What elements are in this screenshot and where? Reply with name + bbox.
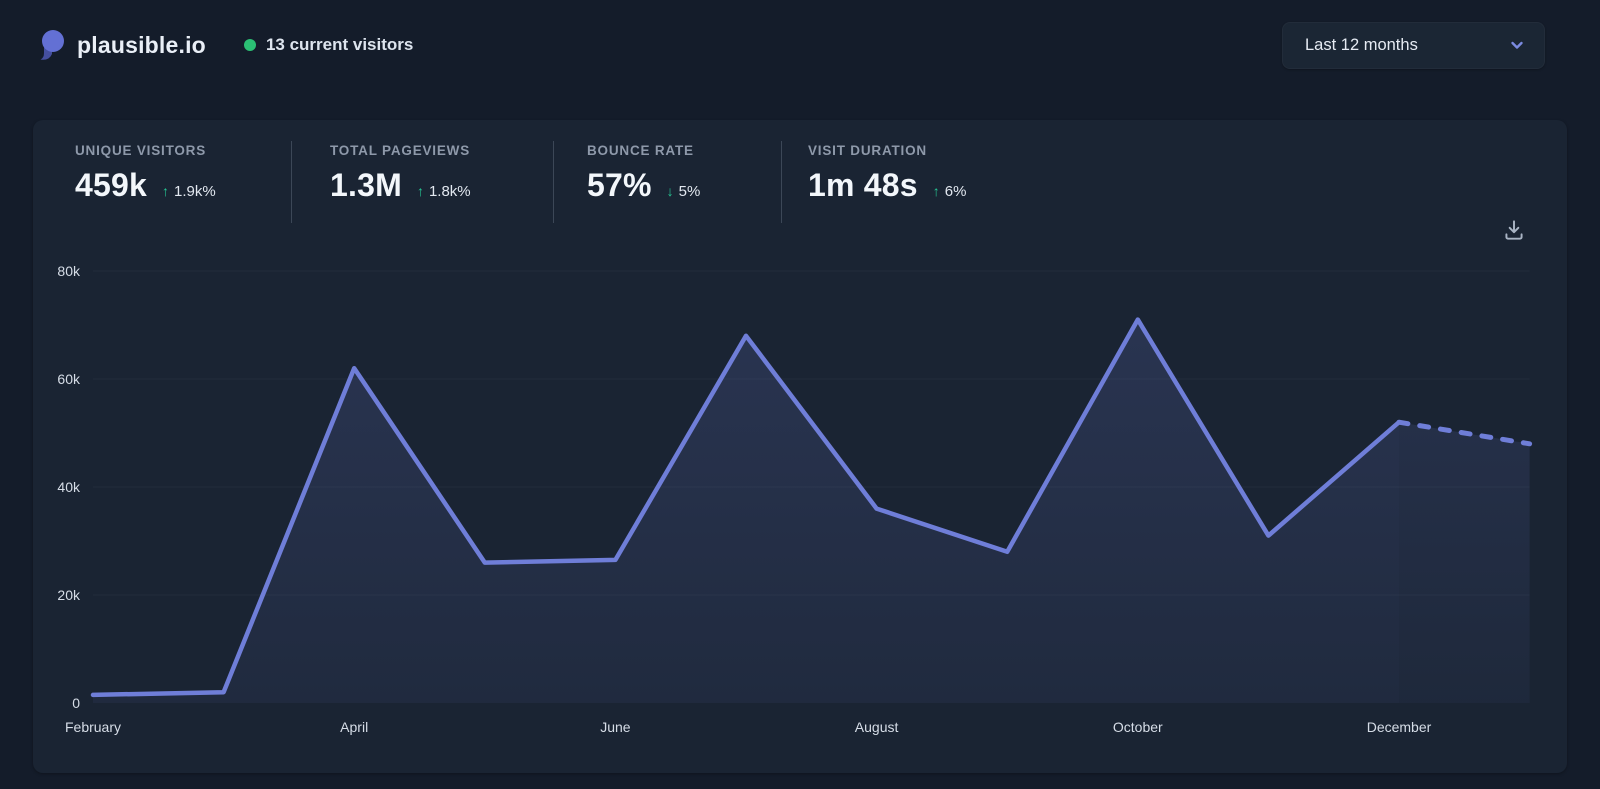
trend-up-icon: ↑: [162, 183, 169, 199]
stat-change: ↑ 1.8k%: [417, 183, 471, 200]
x-axis-label: August: [854, 719, 899, 735]
stat-label: UNIQUE VISITORS: [75, 143, 207, 158]
stat-visit-duration[interactable]: VISIT DURATION 1m 48s ↑ 6%: [808, 143, 966, 204]
chevron-down-icon: [1511, 41, 1523, 49]
stat-change: ↓ 5%: [667, 183, 701, 200]
y-axis-label: 60k: [57, 371, 80, 387]
y-axis-label: 20k: [57, 587, 80, 603]
stat-label: TOTAL PAGEVIEWS: [330, 143, 471, 158]
current-visitors-label: 13 current visitors: [265, 35, 414, 54]
stat-divider: [291, 141, 292, 223]
site-name[interactable]: plausible.io: [77, 31, 206, 58]
x-axis-label: December: [1366, 719, 1432, 735]
stat-value: 459k: [75, 167, 147, 203]
y-axis-label: 0: [72, 695, 80, 711]
trend-down-icon: ↓: [666, 183, 674, 199]
stat-label: BOUNCE RATE: [587, 143, 694, 158]
stat-value: 1.3M: [330, 167, 402, 203]
stat-value: 57%: [587, 167, 652, 203]
download-export-button[interactable]: [1498, 214, 1530, 246]
trend-up-icon: ↑: [416, 183, 424, 199]
x-axis-label: February: [64, 719, 122, 735]
stat-change: ↑ 1.9k%: [162, 183, 216, 200]
stat-change: ↑ 6%: [933, 183, 967, 200]
stat-change-value: 6%: [944, 183, 967, 200]
x-axis-label: October: [1112, 719, 1163, 735]
current-visitors[interactable]: 13 current visitors: [243, 35, 414, 55]
trend-up-icon: ↑: [932, 183, 940, 199]
stat-bounce-rate[interactable]: BOUNCE RATE 57% ↓ 5%: [587, 143, 700, 204]
x-axis-label: April: [340, 719, 369, 735]
y-axis-label: 40k: [57, 479, 80, 495]
download-icon: [1505, 220, 1523, 240]
stat-divider: [553, 141, 554, 223]
plausible-logo-icon: [38, 29, 65, 61]
chart-hover-area[interactable]: [93, 271, 1533, 703]
x-axis-label: June: [600, 719, 631, 735]
live-dot-icon: [243, 39, 256, 51]
stat-change-value: 5%: [678, 183, 701, 200]
stat-value: 1m 48s: [808, 167, 918, 203]
y-axis-label: 80k: [57, 263, 80, 279]
stat-divider: [781, 141, 782, 223]
stat-total-pageviews[interactable]: TOTAL PAGEVIEWS 1.3M ↑ 1.8k%: [330, 143, 471, 204]
date-range-selector[interactable]: Last 12 months: [1282, 21, 1545, 69]
stat-change-value: 1.9k%: [174, 183, 216, 200]
top-bar: plausible.io 13 current visitors Last 12…: [0, 0, 1600, 90]
stat-unique-visitors[interactable]: UNIQUE VISITORS 459k ↑ 1.9k%: [75, 143, 216, 204]
stat-label: VISIT DURATION: [808, 143, 927, 158]
date-range-value: Last 12 months: [1305, 35, 1418, 54]
stat-change-value: 1.8k%: [428, 183, 471, 200]
